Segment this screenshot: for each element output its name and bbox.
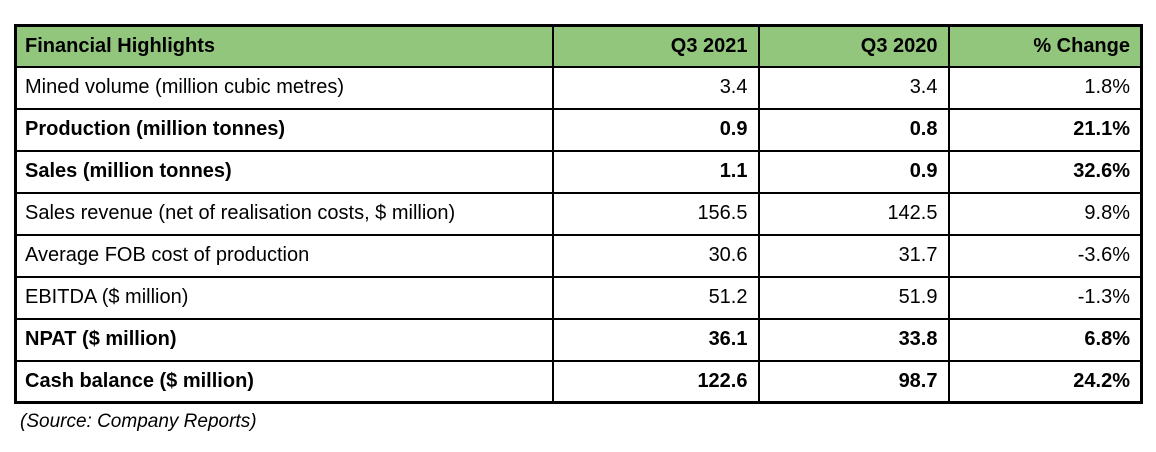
- source-note: (Source: Company Reports): [20, 411, 257, 432]
- table-row: EBITDA ($ million) 51.2 51.9 -1.3%: [14, 275, 1143, 320]
- cell-pct-change: 9.8%: [947, 191, 1143, 236]
- row-label: Cash balance ($ million): [14, 359, 554, 404]
- cell-q3-2021: 36.1: [551, 317, 760, 362]
- cell-q3-2020: 51.9: [757, 275, 950, 320]
- row-label: Sales revenue (net of realisation costs,…: [14, 191, 554, 236]
- row-label: Average FOB cost of production: [14, 233, 554, 278]
- cell-q3-2021: 122.6: [551, 359, 760, 404]
- table-body: Mined volume (million cubic metres) 3.4 3.…: [14, 65, 1143, 404]
- cell-q3-2020: 31.7: [757, 233, 950, 278]
- table-row: Sales revenue (net of realisation costs,…: [14, 191, 1143, 236]
- cell-pct-change: 32.6%: [947, 149, 1143, 194]
- header-q3-2020: Q3 2020: [757, 24, 950, 68]
- header-row: Financial Highlights Q3 2021 Q3 2020 % C…: [14, 24, 1143, 68]
- cell-q3-2021: 3.4: [551, 65, 760, 110]
- table-row: Sales (million tonnes) 1.1 0.9 32.6%: [14, 149, 1143, 194]
- financial-highlights-table: Financial Highlights Q3 2021 Q3 2020 % C…: [14, 24, 1143, 404]
- table-row: Cash balance ($ million) 122.6 98.7 24.2%: [14, 359, 1143, 404]
- cell-pct-change: 1.8%: [947, 65, 1143, 110]
- row-label: Production (million tonnes): [14, 107, 554, 152]
- cell-q3-2020: 0.9: [757, 149, 950, 194]
- table-row: Average FOB cost of production 30.6 31.7 -3…: [14, 233, 1143, 278]
- cell-q3-2020: 142.5: [757, 191, 950, 236]
- header-pct-change: % Change: [947, 24, 1143, 68]
- row-label: Sales (million tonnes): [14, 149, 554, 194]
- header-financial-highlights: Financial Highlights: [14, 24, 554, 68]
- cell-pct-change: -3.6%: [947, 233, 1143, 278]
- cell-q3-2021: 1.1: [551, 149, 760, 194]
- table-row: Production (million tonnes) 0.9 0.8 21.1%: [14, 107, 1143, 152]
- cell-pct-change: 21.1%: [947, 107, 1143, 152]
- cell-q3-2020: 33.8: [757, 317, 950, 362]
- cell-q3-2021: 51.2: [551, 275, 760, 320]
- cell-pct-change: 24.2%: [947, 359, 1143, 404]
- table-row: NPAT ($ million) 36.1 33.8 6.8%: [14, 317, 1143, 362]
- cell-q3-2020: 98.7: [757, 359, 950, 404]
- row-label: NPAT ($ million): [14, 317, 554, 362]
- row-label: Mined volume (million cubic metres): [14, 65, 554, 110]
- cell-q3-2020: 3.4: [757, 65, 950, 110]
- cell-q3-2021: 156.5: [551, 191, 760, 236]
- cell-q3-2021: 0.9: [551, 107, 760, 152]
- cell-pct-change: 6.8%: [947, 317, 1143, 362]
- row-label: EBITDA ($ million): [14, 275, 554, 320]
- cell-q3-2020: 0.8: [757, 107, 950, 152]
- table-row: Mined volume (million cubic metres) 3.4 3.…: [14, 65, 1143, 110]
- header-q3-2021: Q3 2021: [551, 24, 760, 68]
- cell-pct-change: -1.3%: [947, 275, 1143, 320]
- cell-q3-2021: 30.6: [551, 233, 760, 278]
